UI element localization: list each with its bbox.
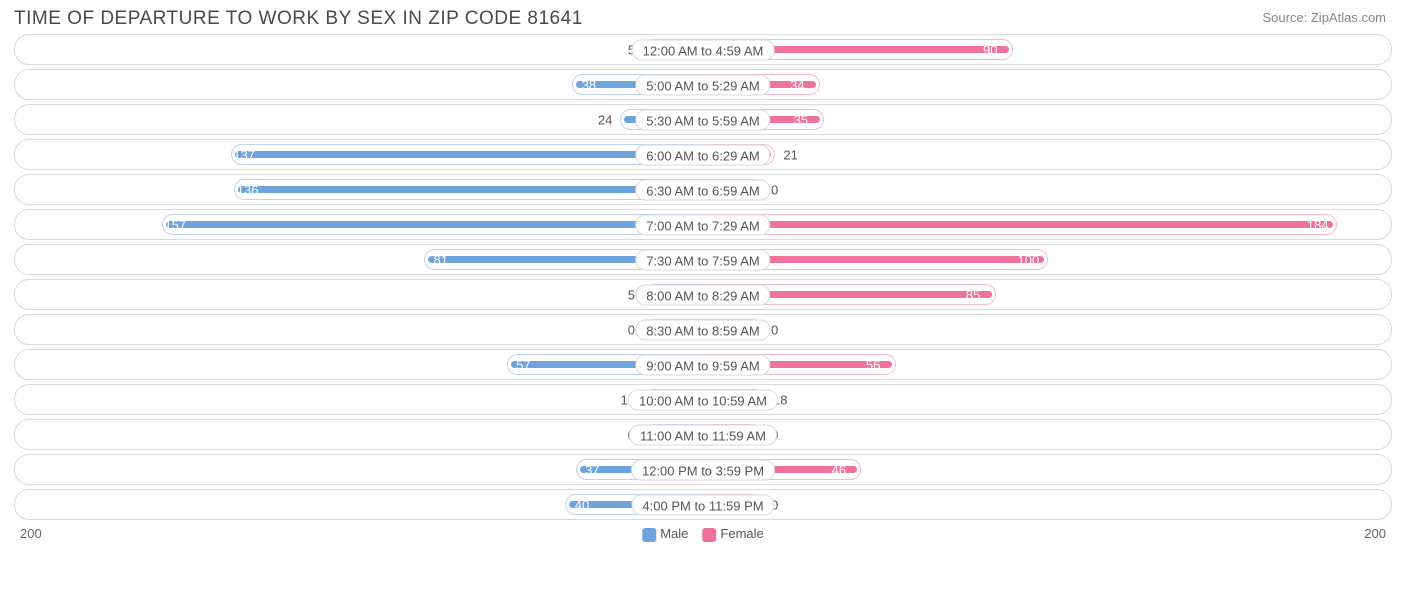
- chart-row: 8:00 AM to 8:29 AM5 85: [14, 279, 1392, 310]
- female-value: 35: [794, 112, 808, 127]
- female-value: 90: [983, 42, 997, 57]
- legend: Male Female: [642, 526, 764, 542]
- chart-row: 8:30 AM to 8:59 AM0 0: [14, 314, 1392, 345]
- diverging-bar-chart: 12:00 AM to 4:59 AM5905:00 AM to 5:29 AM…: [14, 34, 1392, 520]
- male-value: 40: [575, 497, 589, 512]
- male-value: 81: [434, 252, 448, 267]
- chart-row: 10:00 AM to 10:59 AM1618: [14, 384, 1392, 415]
- legend-item-male: Male: [642, 526, 688, 542]
- chart-container: TIME OF DEPARTURE TO WORK BY SEX IN ZIP …: [0, 0, 1406, 595]
- category-label: 6:30 AM to 6:59 AM: [635, 179, 770, 200]
- legend-swatch-female: [702, 528, 716, 542]
- chart-row: 6:30 AM to 6:59 AM 136 0: [14, 174, 1392, 205]
- chart-title: TIME OF DEPARTURE TO WORK BY SEX IN ZIP …: [14, 8, 1392, 30]
- male-value: 38: [582, 77, 596, 92]
- chart-row: 4:00 PM to 11:59 PM400: [14, 489, 1392, 520]
- female-value: 34: [790, 77, 804, 92]
- category-label: 5:30 AM to 5:59 AM: [635, 109, 770, 130]
- category-label: 8:00 AM to 8:29 AM: [635, 284, 770, 305]
- male-value: 0: [628, 322, 635, 337]
- chart-row: 6:00 AM to 6:29 AM 137 21: [14, 139, 1392, 170]
- category-label: 7:00 AM to 7:29 AM: [635, 214, 770, 235]
- chart-row: 5:30 AM to 5:59 AM 24 35: [14, 104, 1392, 135]
- category-label: 10:00 AM to 10:59 AM: [628, 389, 778, 410]
- axis-right-max: 200: [1364, 526, 1386, 541]
- chart-row: 7:30 AM to 7:59 AM 81 100: [14, 244, 1392, 275]
- axis-row: 200 Male Female 200: [14, 524, 1392, 548]
- chart-row: 12:00 AM to 4:59 AM590: [14, 34, 1392, 65]
- category-label: 9:00 AM to 9:59 AM: [635, 354, 770, 375]
- chart-row: 12:00 PM to 3:59 PM 37 46: [14, 454, 1392, 485]
- legend-label-male: Male: [660, 526, 688, 541]
- female-value: 56: [866, 357, 880, 372]
- female-value: 0: [771, 182, 778, 197]
- category-label: 8:30 AM to 8:59 AM: [635, 319, 770, 340]
- source-attribution: Source: ZipAtlas.com: [1262, 10, 1386, 25]
- female-value: 184: [1307, 217, 1329, 232]
- male-value: 137: [233, 147, 255, 162]
- legend-label-female: Female: [720, 526, 763, 541]
- category-label: 12:00 AM to 4:59 AM: [632, 39, 775, 60]
- male-value: 157: [164, 217, 186, 232]
- male-value: 24: [598, 112, 612, 127]
- male-value: 136: [237, 182, 259, 197]
- male-value: 57: [516, 357, 530, 372]
- category-label: 7:30 AM to 7:59 AM: [635, 249, 770, 270]
- axis-left-max: 200: [20, 526, 42, 541]
- male-bar: [235, 151, 703, 158]
- chart-row: 11:00 AM to 11:59 AM00: [14, 419, 1392, 450]
- female-value: 85: [966, 287, 980, 302]
- female-value: 46: [831, 462, 845, 477]
- category-label: 12:00 PM to 3:59 PM: [631, 459, 775, 480]
- chart-row: 7:00 AM to 7:29 AM 157 184: [14, 209, 1392, 240]
- female-value: 0: [771, 322, 778, 337]
- category-label: 11:00 AM to 11:59 AM: [629, 424, 777, 445]
- female-value: 100: [1018, 252, 1040, 267]
- female-bar: [703, 221, 1333, 228]
- male-bar: [238, 186, 703, 193]
- male-bar: [166, 221, 703, 228]
- chart-row: 5:00 AM to 5:29 AM 38 34: [14, 69, 1392, 100]
- male-value: 37: [585, 462, 599, 477]
- chart-row: 9:00 AM to 9:59 AM 57 56: [14, 349, 1392, 380]
- male-value: 5: [628, 287, 635, 302]
- female-value: 21: [783, 147, 797, 162]
- category-label: 6:00 AM to 6:29 AM: [635, 144, 770, 165]
- category-label: 5:00 AM to 5:29 AM: [635, 74, 770, 95]
- legend-item-female: Female: [702, 526, 763, 542]
- legend-swatch-male: [642, 528, 656, 542]
- category-label: 4:00 PM to 11:59 PM: [631, 494, 774, 515]
